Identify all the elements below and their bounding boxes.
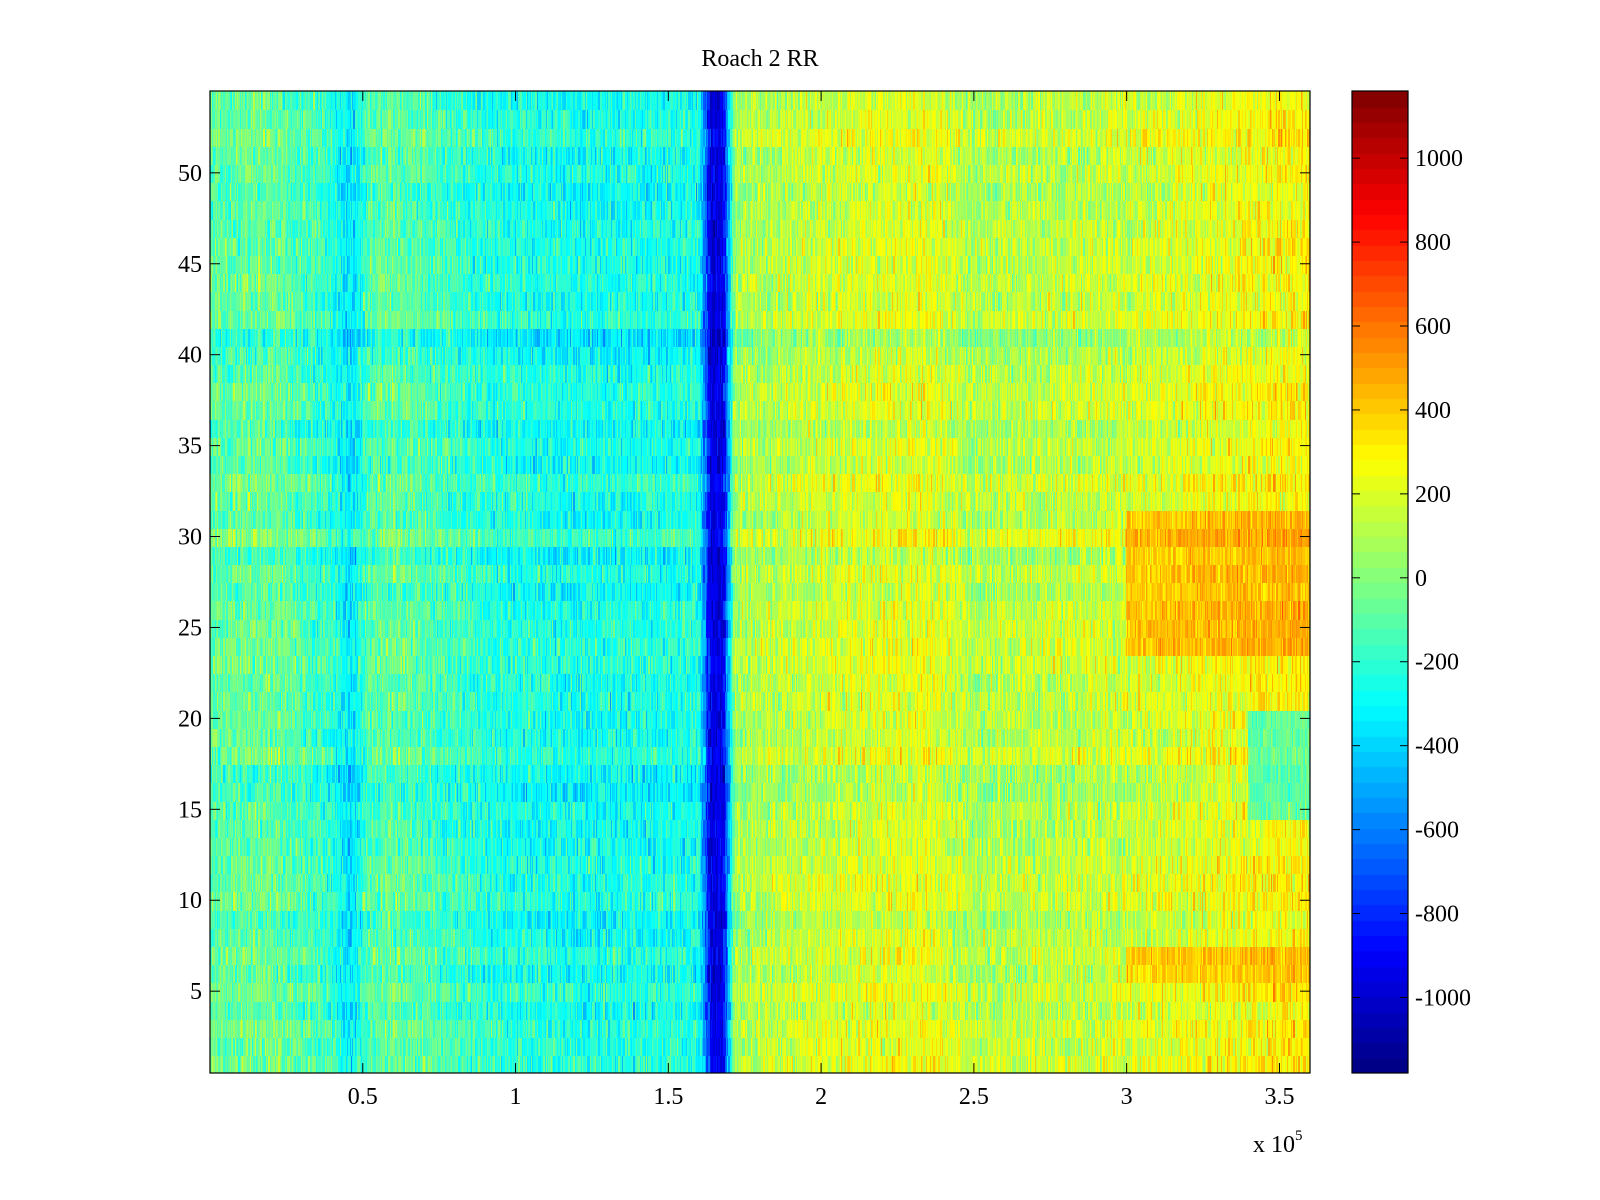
colorbar-tick-label: 600 [1415, 314, 1451, 340]
x-tick-label: 1 [510, 1084, 522, 1110]
colorbar-tick-label: -800 [1415, 902, 1459, 928]
colorbar-tick-label: 200 [1415, 482, 1451, 508]
y-axis: 5 10 15 20 25 30 35 40 45 50 [178, 161, 1310, 1005]
y-tick-label: 50 [178, 161, 202, 187]
colorbar-gradient [1352, 91, 1408, 1073]
colorbar-frame [1351, 90, 1409, 1074]
y-tick-label: 30 [178, 525, 202, 551]
y-tick-label: 40 [178, 343, 202, 369]
colorbar-tick-label: -600 [1415, 818, 1459, 844]
y-tick-label: 25 [178, 615, 202, 641]
y-tick-label: 10 [178, 888, 202, 914]
x-tick-label: 1.5 [653, 1084, 683, 1110]
x-axis: 0.5 1 1.5 2 2.5 3 3.5 [348, 91, 1294, 1110]
colorbar-tick-label: 800 [1415, 230, 1451, 256]
colorbar-tick-label: -1000 [1415, 985, 1471, 1011]
x-exponent-label: x 105 [1253, 1128, 1303, 1158]
chart-title: Roach 2 RR [701, 46, 818, 72]
x-tick-label: 3 [1121, 1084, 1133, 1110]
y-tick-label: 5 [190, 979, 202, 1005]
colorbar-tick-label: 400 [1415, 398, 1451, 424]
colorbar-tick-label: 0 [1415, 566, 1427, 592]
x-tick-label: 3.5 [1264, 1084, 1294, 1110]
x-tick-label: 0.5 [348, 1084, 378, 1110]
y-tick-label: 20 [178, 706, 202, 732]
colorbar-tick-label: -400 [1415, 734, 1459, 760]
colorbar-tick-label: -200 [1415, 650, 1459, 676]
y-tick-label: 45 [178, 252, 202, 278]
heatmap-image [210, 91, 1310, 1073]
x-tick-label: 2 [815, 1084, 827, 1110]
x-tick-label: 2.5 [959, 1084, 989, 1110]
plot-frame [209, 90, 1311, 1074]
y-tick-label: 15 [178, 797, 202, 823]
y-tick-label: 35 [178, 434, 202, 460]
colorbar-axis: 1000 800 600 400 200 0 -200 -400 -600 -800 -1000 [1352, 146, 1471, 1011]
colorbar-tick-label: 1000 [1415, 146, 1463, 172]
